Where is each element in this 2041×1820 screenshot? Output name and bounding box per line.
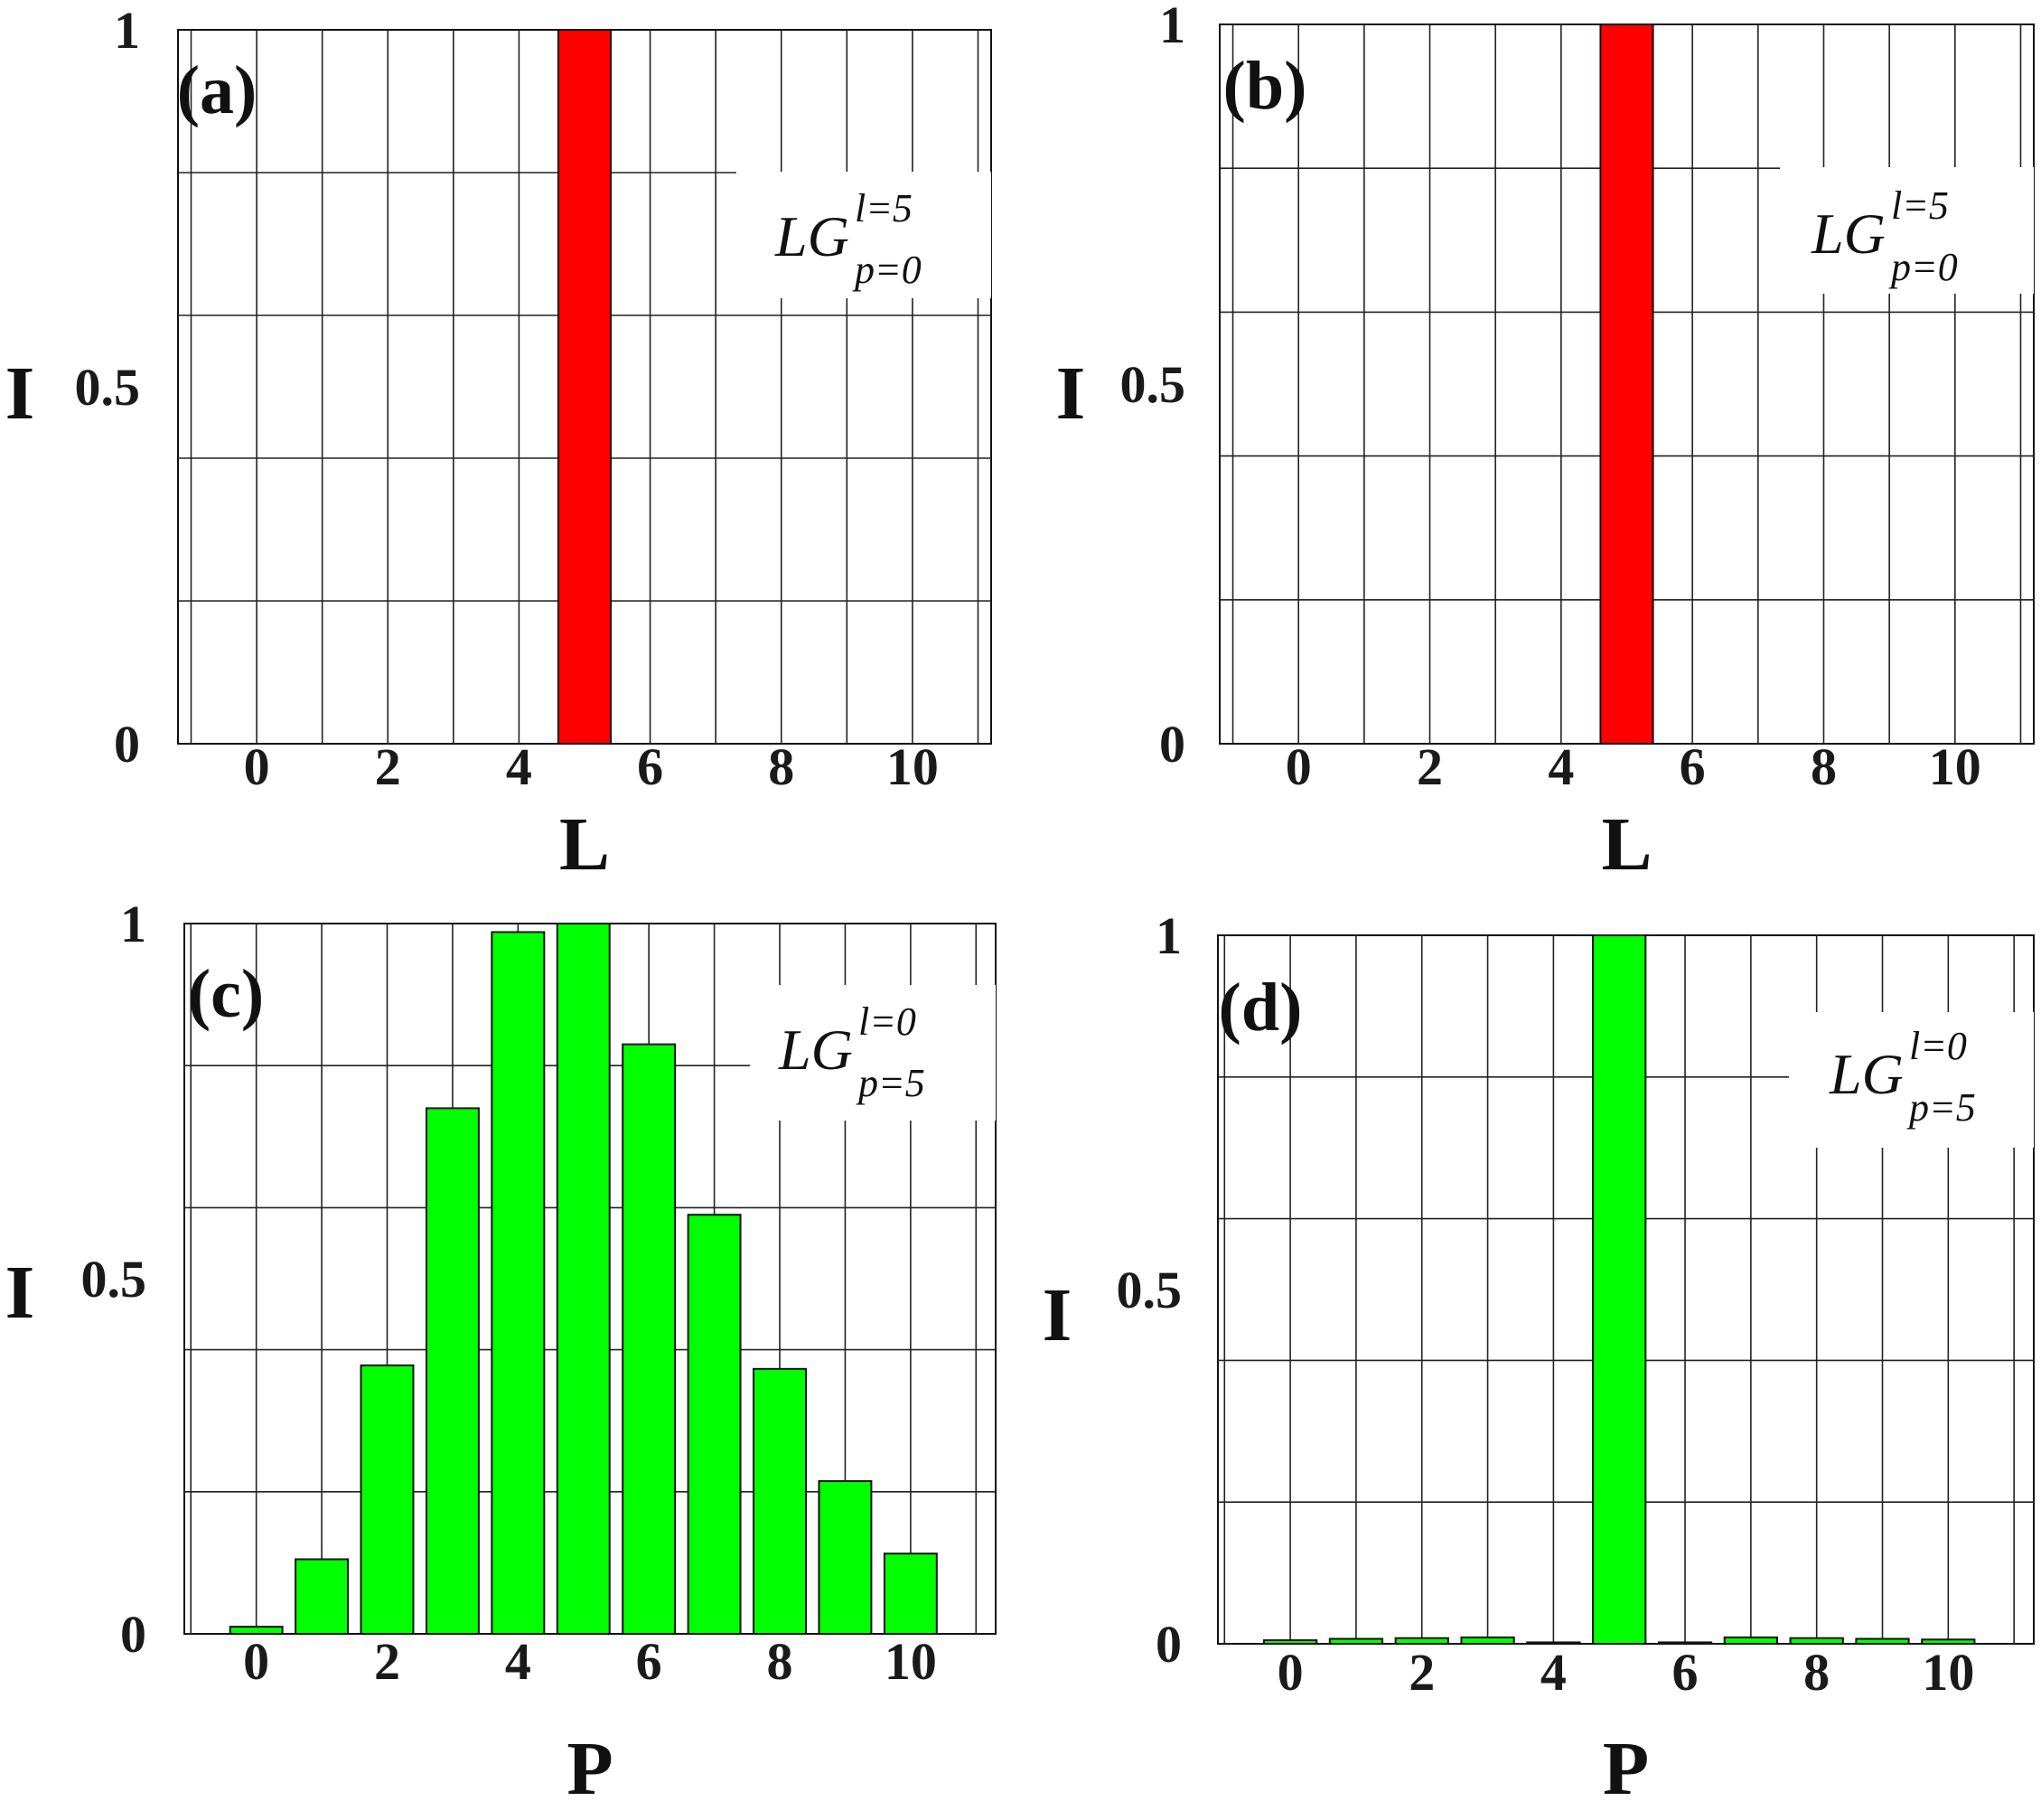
y-axis-label: I — [1056, 352, 1086, 436]
legend-subscript: p=5 — [856, 1061, 925, 1105]
bar — [1855, 1637, 1910, 1645]
bar — [1599, 23, 1654, 745]
x-tick-label: 4 — [1540, 1643, 1567, 1702]
bar — [360, 1364, 415, 1635]
legend-superscript: l=0 — [1909, 1024, 1967, 1068]
bar — [1526, 1641, 1581, 1646]
x-tick-label: 4 — [506, 737, 532, 796]
x-tick-label: 0 — [244, 737, 270, 796]
bar — [229, 1626, 284, 1636]
x-tick-label: 10 — [1929, 737, 1981, 796]
legend-box — [750, 985, 996, 1121]
bar — [1789, 1637, 1844, 1646]
bar — [1262, 1639, 1318, 1645]
panel-label: (a) — [177, 52, 257, 128]
y-tick-label: 0 — [1159, 715, 1185, 774]
y-axis-label: I — [5, 352, 35, 436]
legend-subscript: p=0 — [852, 248, 922, 292]
legend-subscript: p=5 — [1906, 1085, 1976, 1130]
y-tick-label: 1 — [1159, 0, 1185, 54]
panel-label: (b) — [1223, 48, 1307, 124]
y-tick-label: 0.5 — [1117, 1261, 1183, 1319]
bar — [1460, 1636, 1515, 1645]
x-tick-label: 2 — [375, 737, 401, 796]
y-tick-label: 0 — [114, 715, 140, 774]
bar — [818, 1480, 873, 1636]
bar — [1921, 1638, 1976, 1646]
panel-label: (d) — [1219, 970, 1303, 1046]
bar — [1592, 934, 1647, 1645]
bar — [295, 1558, 350, 1635]
y-tick-label: 0.5 — [75, 358, 141, 417]
bar — [1723, 1636, 1778, 1645]
legend-subscript: p=0 — [1888, 245, 1958, 289]
bar — [1394, 1637, 1449, 1646]
panel-label: (c) — [188, 956, 264, 1032]
x-tick-label: 10 — [1922, 1643, 1974, 1702]
x-tick-label: 10 — [885, 1632, 937, 1691]
legend-box — [1780, 167, 2034, 294]
x-tick-label: 8 — [1803, 1643, 1830, 1702]
y-tick-label: 0.5 — [81, 1250, 147, 1309]
x-tick-label: 10 — [886, 737, 939, 796]
x-tick-label: 6 — [637, 737, 663, 796]
x-tick-label: 4 — [1548, 737, 1574, 796]
y-tick-label: 1 — [120, 895, 146, 953]
y-tick-label: 0.5 — [1120, 355, 1186, 414]
legend-base-text: LG — [1829, 1042, 1904, 1106]
bar — [753, 1367, 807, 1636]
legend-superscript: l=5 — [1891, 183, 1949, 228]
x-axis-label: L — [559, 802, 610, 887]
bar — [883, 1553, 938, 1636]
bar — [1657, 1641, 1713, 1646]
x-tick-label: 8 — [767, 1632, 793, 1691]
x-tick-label: 0 — [1286, 737, 1312, 796]
y-tick-label: 1 — [114, 1, 140, 60]
y-tick-label: 0 — [120, 1605, 146, 1664]
x-tick-label: 8 — [768, 737, 794, 796]
legend-base-text: LG — [778, 1018, 853, 1082]
x-axis-label: L — [1601, 802, 1652, 887]
x-tick-label: 0 — [243, 1632, 269, 1691]
x-tick-label: 4 — [505, 1632, 531, 1691]
x-tick-label: 8 — [1811, 737, 1837, 796]
legend-superscript: l=0 — [858, 999, 916, 1044]
x-tick-label: 6 — [1672, 1643, 1699, 1702]
legend-superscript: l=5 — [855, 186, 913, 230]
y-axis-label: I — [5, 1251, 35, 1335]
bar — [425, 1107, 480, 1635]
legend-base-text: LG — [774, 204, 849, 268]
y-tick-label: 1 — [1156, 906, 1182, 965]
legend-box — [736, 172, 991, 298]
y-axis-label: I — [1043, 1273, 1072, 1357]
bar — [556, 923, 611, 1635]
bar — [557, 29, 613, 745]
bar — [1328, 1637, 1384, 1645]
bar — [687, 1214, 742, 1635]
x-axis-label: P — [1603, 1727, 1649, 1811]
legend-box — [1789, 1012, 2034, 1148]
x-axis-label: P — [566, 1727, 613, 1811]
legend-base-text: LG — [1811, 202, 1886, 266]
x-tick-label: 2 — [1409, 1643, 1435, 1702]
bar — [622, 1043, 677, 1635]
x-tick-label: 2 — [1417, 737, 1443, 796]
x-tick-label: 6 — [636, 1632, 662, 1691]
y-tick-label: 0 — [1156, 1615, 1182, 1674]
bar — [491, 931, 546, 1635]
x-tick-label: 2 — [374, 1632, 400, 1691]
x-tick-label: 0 — [1278, 1643, 1304, 1702]
x-tick-label: 6 — [1680, 737, 1706, 796]
